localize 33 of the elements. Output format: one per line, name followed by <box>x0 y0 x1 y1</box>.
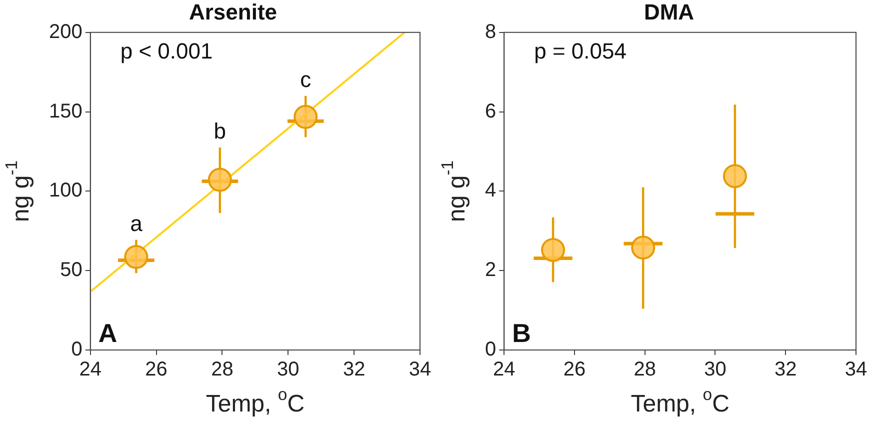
y-tick-label: 4 <box>485 180 496 202</box>
y-axis-title: ng g-1 <box>2 160 35 222</box>
y-tick-label: 0 <box>71 338 82 361</box>
x-tick-label: 24 <box>79 358 102 381</box>
x-tick-label: 32 <box>342 358 366 381</box>
annotation: B <box>512 318 531 348</box>
x-tick-label: 34 <box>844 358 868 381</box>
x-tick-label: 26 <box>563 358 586 381</box>
annotation: p = 0.054 <box>534 38 626 64</box>
y-tick-label: 2 <box>485 259 496 282</box>
y-tick-label: 100 <box>48 180 82 202</box>
annotation: a <box>130 210 144 236</box>
chart-title: Arsenite <box>188 0 278 24</box>
y-tick-label: 200 <box>48 20 82 43</box>
y-tick-label: 0 <box>485 338 496 361</box>
y-axis-title: ng g-1 <box>438 160 471 222</box>
annotation: b <box>214 118 226 144</box>
y-tick-label: 150 <box>48 100 82 122</box>
x-tick-label: 30 <box>277 358 300 381</box>
y-tick-label: 6 <box>485 100 496 122</box>
x-tick-label: 30 <box>704 358 726 381</box>
annotation: c <box>300 66 312 92</box>
x-tick-label: 26 <box>145 358 168 381</box>
x-tick-label: 24 <box>493 358 516 381</box>
annotation: A <box>98 318 118 348</box>
y-tick-label: 8 <box>485 20 496 43</box>
y-tick-label: 50 <box>60 259 82 282</box>
annotation: p < 0.001 <box>120 38 213 64</box>
x-tick-label: 32 <box>774 358 797 381</box>
x-tick-label: 28 <box>634 358 656 381</box>
x-tick-label: 28 <box>211 358 234 381</box>
chart-title: DMA <box>644 0 694 24</box>
x-tick-label: 34 <box>408 358 432 381</box>
